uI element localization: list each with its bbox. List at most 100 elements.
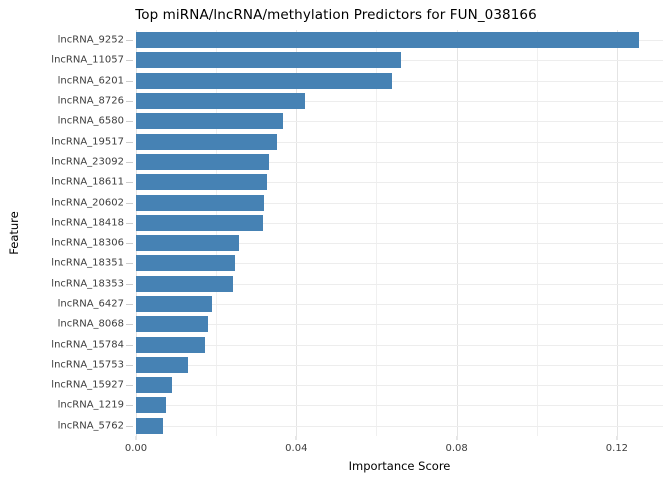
y-tick-label: lncRNA_1219 <box>57 399 124 411</box>
x-tick-mark <box>456 436 458 440</box>
y-tick-label: lncRNA_15927 <box>51 379 124 391</box>
y-gridline <box>136 202 663 204</box>
bar-row: lncRNA_6427 <box>58 294 663 314</box>
y-tick-mark <box>126 385 133 387</box>
y-gridline <box>136 141 663 143</box>
bar-row: lncRNA_1219 <box>58 395 663 415</box>
x-gridline-minor <box>216 30 218 436</box>
y-tick-mark <box>126 121 133 123</box>
y-tick-label: lncRNA_11057 <box>51 54 124 66</box>
x-tick-label: 0.04 <box>285 443 308 454</box>
x-tick-label: 0.12 <box>605 443 629 454</box>
bar-row: lncRNA_23092 <box>51 152 663 172</box>
bar-row: lncRNA_15784 <box>51 334 663 354</box>
bar-row: lncRNA_11057 <box>51 50 663 70</box>
y-gridline <box>136 304 663 305</box>
plot-area: lncRNA_9252 lncRNA_11057 lncRNA_6201 lncRNA… <box>51 30 663 436</box>
y-tick-label: lncRNA_5762 <box>57 420 124 432</box>
bar-row: lncRNA_15753 <box>51 355 663 375</box>
importance-bar <box>136 52 402 69</box>
importance-bar <box>136 32 639 49</box>
y-tick-label: lncRNA_20602 <box>51 197 124 209</box>
importance-bar <box>136 72 393 89</box>
bar-row: lncRNA_9252 <box>58 30 663 50</box>
y-tick-mark <box>126 243 133 245</box>
y-gridline <box>136 364 663 366</box>
y-tick-label: lncRNA_8726 <box>57 95 124 107</box>
bar-row: lncRNA_18306 <box>51 233 663 253</box>
y-gridline <box>136 425 663 427</box>
y-tick-label: lncRNA_6427 <box>57 298 124 310</box>
x-axis: 0.00 0.04 0.08 0.12 <box>125 436 663 460</box>
y-tick-label: lncRNA_8068 <box>57 318 124 330</box>
importance-bar <box>136 336 206 353</box>
y-tick-mark <box>126 141 133 143</box>
bar-row: lncRNA_8726 <box>58 91 663 111</box>
importance-bar <box>136 174 268 191</box>
importance-bar <box>136 296 213 312</box>
y-tick-label: lncRNA_18418 <box>51 217 124 229</box>
y-tick-mark <box>126 101 133 103</box>
x-tick-label: 0.08 <box>445 443 468 454</box>
y-gridline <box>136 80 663 82</box>
bar-row: lncRNA_6580 <box>58 111 663 131</box>
importance-bar <box>136 113 283 130</box>
y-tick-mark <box>126 364 133 366</box>
y-gridline <box>136 324 663 326</box>
y-tick-mark <box>126 324 133 326</box>
bar-row: lncRNA_8068 <box>58 314 663 334</box>
x-gridline-major <box>296 30 298 436</box>
bar-row: lncRNA_19517 <box>51 131 663 151</box>
importance-bar <box>136 194 265 211</box>
y-gridline <box>136 263 663 265</box>
y-tick-mark <box>126 40 133 42</box>
y-tick-label: lncRNA_19517 <box>51 136 124 148</box>
importance-bar <box>136 153 269 170</box>
y-tick-label: lncRNA_15784 <box>51 339 124 351</box>
y-tick-mark <box>126 344 133 346</box>
importance-bar <box>136 316 208 333</box>
y-gridline <box>136 283 663 285</box>
y-tick-label: lncRNA_6201 <box>57 75 124 87</box>
bar-row: lncRNA_20602 <box>51 192 663 212</box>
y-gridline <box>136 222 663 224</box>
y-tick-label: lncRNA_18611 <box>51 176 124 188</box>
y-tick-mark <box>126 283 133 285</box>
y-tick-label: lncRNA_18353 <box>51 278 124 290</box>
y-tick-mark <box>126 405 133 407</box>
x-gridline-minor <box>536 30 538 436</box>
y-gridline <box>136 243 663 245</box>
importance-bar <box>136 377 173 394</box>
importance-bar <box>136 133 278 150</box>
importance-bar <box>136 275 234 292</box>
x-tick-mark <box>295 436 297 440</box>
importance-bar <box>136 255 235 272</box>
bar-row: lncRNA_6201 <box>58 71 663 91</box>
y-tick-label: lncRNA_18306 <box>51 237 124 249</box>
y-tick-mark <box>126 60 133 62</box>
importance-bar <box>136 214 264 231</box>
bar-row: lncRNA_18611 <box>51 172 663 192</box>
x-tick-mark <box>616 436 618 440</box>
x-gridline-minor <box>376 30 378 436</box>
y-tick-label: lncRNA_15753 <box>51 359 124 371</box>
y-tick-mark <box>126 202 133 204</box>
bar-row: lncRNA_18418 <box>51 213 663 233</box>
x-gridline-major <box>456 30 458 436</box>
y-tick-label: lncRNA_9252 <box>57 34 124 46</box>
importance-bar <box>136 417 164 434</box>
y-tick-mark <box>126 161 133 163</box>
x-gridline-major <box>136 30 137 436</box>
y-axis-title: Feature <box>7 211 21 255</box>
y-tick-label: lncRNA_23092 <box>51 156 124 168</box>
y-tick-mark <box>126 80 133 82</box>
y-tick-mark <box>126 304 133 305</box>
y-gridline <box>136 121 663 123</box>
importance-bar <box>136 356 189 373</box>
chart-title: Top miRNA/lncRNA/methylation Predictors … <box>135 7 537 23</box>
bar-row: lncRNA_15927 <box>51 375 663 395</box>
y-tick-mark <box>126 182 133 184</box>
y-gridline <box>136 385 663 387</box>
y-tick-label: lncRNA_18351 <box>51 257 124 269</box>
